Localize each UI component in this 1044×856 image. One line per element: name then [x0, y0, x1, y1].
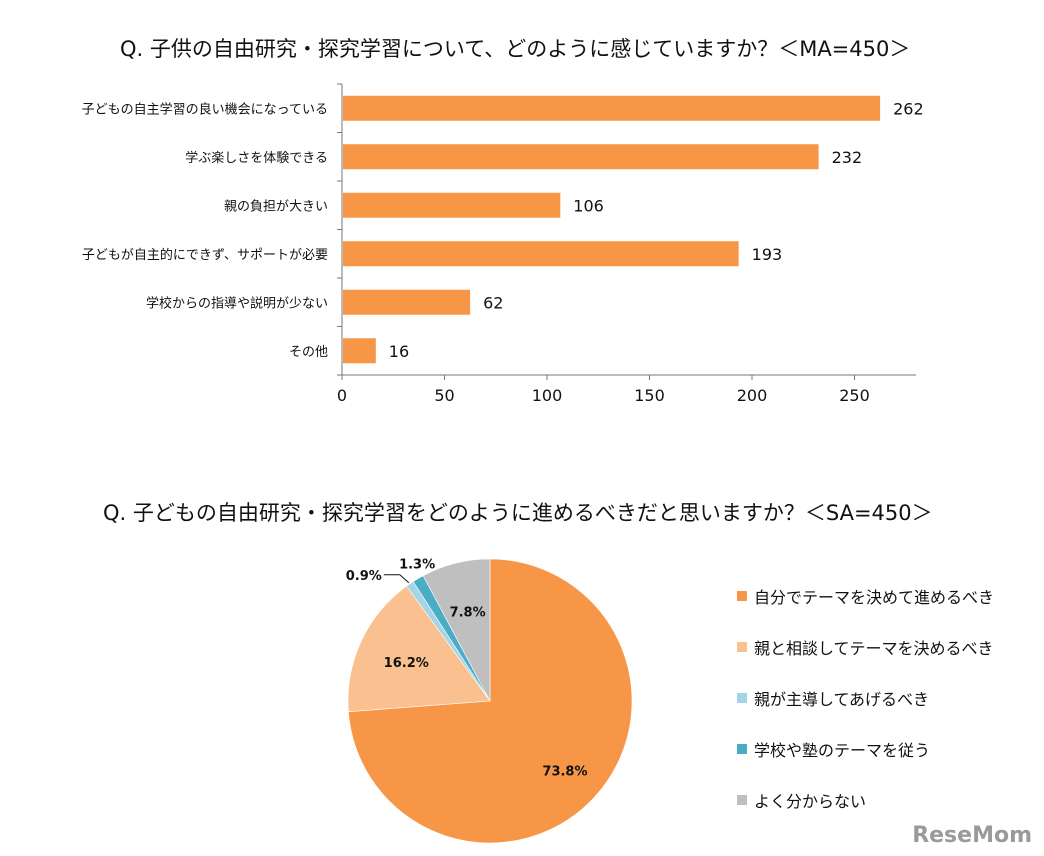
legend-item: 親が主導してあげるべき	[737, 685, 994, 710]
slice-label: 73.8%	[542, 765, 587, 780]
slice-label: 1.3%	[399, 558, 435, 573]
pie-slice	[422, 558, 491, 702]
slice-label: 16.2%	[384, 656, 429, 671]
legend-swatch	[737, 641, 747, 652]
legend-label: 学校や塾のテーマを従う	[754, 740, 931, 760]
legend-swatch	[737, 590, 747, 601]
legend-item: 自分でテーマを決めて進めるべき	[737, 583, 994, 608]
data-label: 16	[389, 342, 409, 361]
bar-chart: 0 50 100 150 200 250 子どもの自主学習の良い機会になっている 262 学ぶ楽…	[82, 83, 924, 405]
legend-swatch	[737, 692, 747, 703]
legend-item: 学校や塾のテーマを従う	[737, 736, 994, 761]
slice-label: 0.9%	[346, 569, 382, 584]
legend-swatch	[737, 794, 747, 805]
legend-item: 親と相談してテーマを決めるべき	[737, 634, 994, 659]
legend-label: よく分からない	[754, 791, 867, 811]
bar-chart-title: Q. 子供の自由研究・探究学習について、どのように感じていますか？＜MA=450…	[120, 37, 911, 61]
x-tick-label: 0	[337, 386, 347, 405]
data-label: 262	[893, 99, 924, 118]
category-label: 親の負担が大きい	[224, 199, 328, 214]
data-label: 62	[483, 293, 503, 312]
bar	[343, 241, 739, 267]
x-tick-label: 200	[737, 386, 768, 405]
x-tick-label: 250	[839, 386, 870, 405]
legend-label: 自分でテーマを決めて進めるべき	[754, 587, 995, 607]
category-label: 子どもの自主学習の良い機会になっている	[82, 101, 328, 117]
pie-chart-title: Q. 子どもの自由研究・探究学習をどのように進めるべきだと思いますか？＜SA=4…	[103, 501, 933, 525]
data-label: 106	[573, 196, 604, 215]
category-label: 学ぶ楽しさを体験できる	[185, 150, 328, 166]
data-label: 232	[832, 148, 863, 167]
legend-item: よく分からない	[737, 787, 994, 812]
bar	[343, 338, 376, 364]
x-tick-label: 100	[532, 386, 563, 405]
bar	[343, 192, 561, 218]
legend-swatch	[737, 743, 747, 754]
bar	[343, 144, 819, 170]
slice-label: 7.8%	[450, 605, 486, 620]
pie-slice	[347, 585, 491, 713]
category-label: 学校からの指導や説明が少ない	[146, 295, 328, 311]
leader-line	[383, 574, 410, 584]
bar	[343, 95, 881, 121]
x-tick-label: 50	[434, 386, 454, 405]
legend-label: 親と相談してテーマを決めるべき	[754, 638, 994, 658]
category-label: その他	[289, 345, 328, 360]
pie-legend: 自分でテーマを決めて進めるべき 親と相談してテーマを決めるべき 親が主導してあげ…	[737, 583, 994, 838]
bar	[343, 289, 471, 315]
category-label: 子どもが自主的にできず、サポートが必要	[82, 247, 328, 263]
data-label: 193	[752, 245, 783, 264]
resemom-logo: ReseMom	[912, 823, 1032, 848]
pie-chart: 73.8% 16.2% 0.9% 1.3% 7.8%	[346, 558, 633, 844]
legend-label: 親が主導してあげるべき	[754, 689, 930, 709]
x-tick-label: 150	[634, 386, 665, 405]
